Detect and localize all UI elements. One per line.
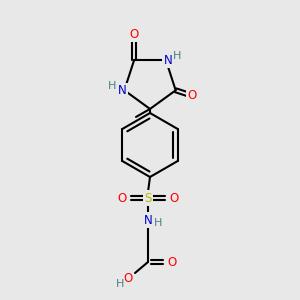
Text: H: H — [154, 218, 162, 228]
Text: S: S — [144, 191, 152, 205]
Text: O: O — [169, 191, 178, 205]
Text: O: O — [123, 272, 133, 284]
Text: O: O — [123, 272, 133, 284]
Text: O: O — [117, 191, 127, 205]
Text: N: N — [118, 84, 127, 97]
Text: H: H — [173, 51, 181, 61]
Text: O: O — [130, 28, 139, 40]
Text: O: O — [187, 89, 196, 102]
Text: H: H — [108, 81, 116, 91]
Text: H: H — [173, 51, 181, 61]
Text: O: O — [167, 256, 177, 268]
Text: N: N — [164, 54, 172, 67]
Text: H: H — [116, 279, 124, 289]
Text: O: O — [169, 191, 178, 205]
Text: H: H — [108, 81, 116, 91]
Text: H: H — [154, 218, 162, 228]
Text: S: S — [144, 191, 152, 205]
Text: N: N — [163, 54, 172, 67]
Text: O: O — [117, 191, 127, 205]
Text: O: O — [187, 89, 196, 102]
Text: N: N — [144, 214, 152, 226]
Text: H: H — [116, 279, 124, 289]
Text: N: N — [143, 214, 153, 226]
Text: O: O — [130, 28, 139, 40]
Text: O: O — [167, 256, 177, 268]
Text: N: N — [118, 84, 127, 97]
